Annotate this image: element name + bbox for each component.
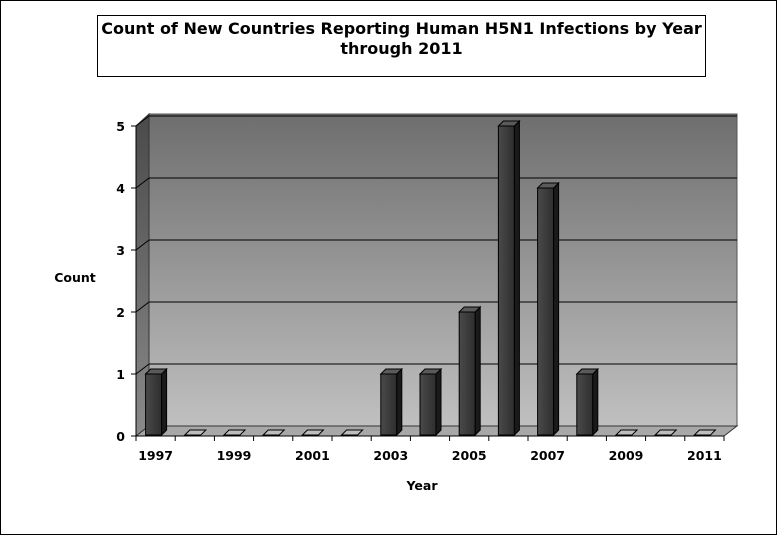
bar-2004 (418, 367, 443, 437)
x-tick-label: 1997 (138, 448, 173, 463)
bar-2010 (653, 429, 678, 436)
gridline-depth (135, 363, 150, 375)
gridline-depth (135, 239, 150, 251)
bar-front (458, 311, 476, 436)
gridlines (135, 115, 737, 375)
bar-2001 (301, 429, 325, 436)
x-axis-label: Year (406, 478, 439, 493)
y-tick-label: 4 (116, 181, 125, 196)
bar-2011 (693, 429, 717, 436)
bar-1999 (222, 429, 247, 436)
x-tick-label: 2009 (609, 448, 644, 463)
bar-side (161, 367, 168, 437)
bar-zero (693, 429, 717, 436)
bar-2006 (497, 119, 521, 437)
gridline-depth (135, 177, 150, 189)
chart-title-box: Count of New Countries Reporting Human H… (97, 15, 706, 77)
bar-side (513, 119, 520, 437)
x-tick-label: 1999 (217, 448, 252, 463)
gridline-depth (135, 115, 150, 127)
y-tick-label: 1 (116, 367, 125, 382)
bar-top (575, 368, 600, 375)
bar-2009 (614, 429, 639, 436)
y-axis-label: Count (54, 270, 96, 285)
bar-zero (222, 429, 247, 436)
bar-zero (614, 429, 639, 436)
bar-side (396, 367, 403, 437)
bar-top (457, 306, 482, 313)
bar-2008 (575, 367, 600, 437)
back-wall (148, 113, 738, 427)
x-tick-label: 2005 (452, 448, 487, 463)
x-tick-label: 2011 (687, 448, 722, 463)
y-axis: 0 1 2 3 4 5 (116, 119, 137, 444)
bar-2002 (340, 429, 364, 436)
bar-side (474, 305, 481, 437)
gridline-depth (135, 301, 150, 313)
bar-front (145, 373, 163, 436)
bar-front (380, 373, 398, 436)
bars (144, 119, 717, 437)
bar-top (497, 120, 521, 127)
y-tick-label: 3 (116, 243, 125, 258)
bar-side (592, 367, 599, 437)
bar-zero (261, 429, 286, 436)
x-tick-label: 2003 (373, 448, 408, 463)
bar-front (419, 373, 437, 436)
bar-zero (301, 429, 325, 436)
chart-title-line-1: Count of New Countries Reporting Human H… (101, 19, 702, 38)
y-tick-label: 5 (116, 119, 125, 134)
chart-title: Count of New Countries Reporting Human H… (98, 16, 705, 59)
bar-1997 (144, 367, 168, 437)
bar-top (418, 368, 443, 375)
x-tick-label: 2007 (530, 448, 565, 463)
bar-1998 (183, 429, 208, 436)
bar-2000 (261, 429, 286, 436)
bar-zero (183, 429, 208, 436)
bar-front (576, 373, 594, 436)
x-tick-label: 2001 (295, 448, 330, 463)
y-tick-label: 0 (116, 429, 125, 444)
bar-side (553, 181, 560, 437)
bar-zero (340, 429, 364, 436)
chart-title-line-2: through 2011 (340, 39, 463, 58)
bar-2003 (379, 367, 404, 437)
bar-top (536, 182, 560, 189)
bar-top (379, 368, 404, 375)
bar-zero (653, 429, 678, 436)
bar-2005 (457, 305, 482, 437)
bar-front (537, 187, 555, 436)
bar-2007 (536, 181, 560, 437)
bar-side (435, 367, 442, 437)
bar-front (497, 125, 515, 436)
bar-top (144, 368, 168, 375)
y-tick-label: 2 (116, 305, 125, 320)
x-axis: 1997 1999 2001 2003 2005 2007 2009 2011 (135, 435, 725, 463)
